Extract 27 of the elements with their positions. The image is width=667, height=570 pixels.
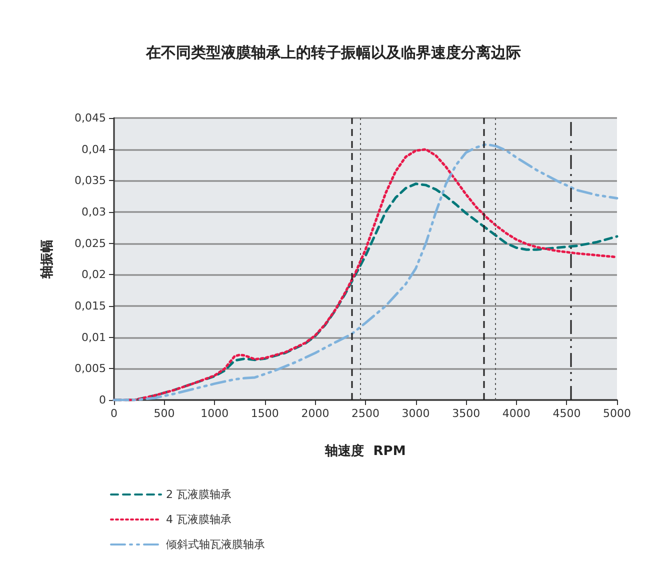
x-tick-label: 3000: [402, 407, 430, 420]
y-tick-label: 0,03: [82, 206, 106, 218]
x-tick-label: 1500: [250, 407, 279, 420]
y-axis-title: 轴振幅: [40, 240, 55, 280]
y-tick-label: 0,045: [74, 112, 106, 124]
y-tick-label: 0,02: [82, 268, 106, 282]
legend-label: 4 瓦液膜轴承: [166, 513, 232, 526]
chart-title: 在不同类型液膜轴承上的转子振幅以及临界速度分离边际: [145, 44, 521, 62]
y-tick-label: 0,04: [82, 142, 106, 156]
y-tick-label: 0,035: [74, 174, 106, 188]
legend-label: 2 瓦液膜轴承: [166, 488, 232, 501]
x-tick-label: 500: [154, 407, 175, 420]
y-tick-label: 0,01: [82, 330, 106, 344]
x-axis-title: 轴速度 RPM: [324, 443, 406, 459]
y-tick-label: 0,025: [74, 236, 106, 250]
x-tick-label: 3500: [452, 407, 480, 420]
y-tick-label: 0: [99, 394, 106, 406]
x-tick-label: 5000: [603, 407, 631, 420]
x-tick-label: 4500: [552, 407, 581, 420]
x-tick-label: 0: [110, 407, 118, 420]
y-tick-label: 0,005: [74, 362, 106, 376]
x-tick-label: 4000: [502, 407, 530, 420]
x-tick-label: 2500: [352, 407, 380, 420]
y-tick-label: 0,015: [74, 300, 106, 312]
x-tick-label: 2000: [301, 407, 330, 420]
legend-label: 倾斜式轴瓦液膜轴承: [166, 538, 265, 551]
x-tick-label: 1000: [200, 407, 229, 420]
